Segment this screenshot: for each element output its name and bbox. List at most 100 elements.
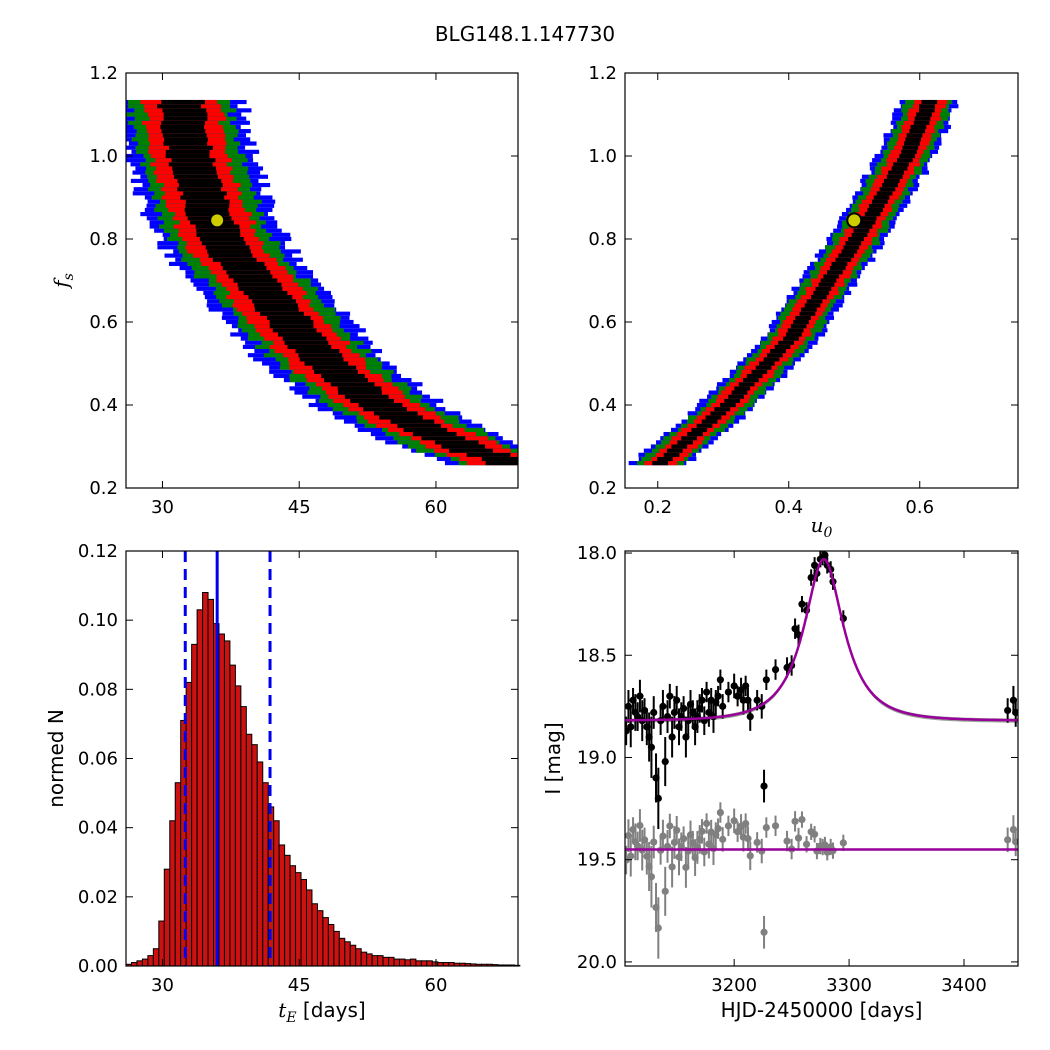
histogram-bar bbox=[360, 951, 368, 967]
observation-point bbox=[760, 782, 768, 790]
sigma1-region-cell bbox=[243, 290, 288, 296]
residual-point bbox=[794, 834, 803, 842]
sigma1-region-cell bbox=[882, 182, 898, 188]
sigma1-region-cell bbox=[701, 419, 718, 424]
sigma1-region-cell bbox=[180, 195, 225, 200]
y-tick-label: 1.0 bbox=[89, 146, 118, 167]
sigma1-region-cell bbox=[185, 203, 230, 208]
residual-point bbox=[663, 842, 672, 850]
histogram-bar bbox=[289, 865, 297, 967]
sigma1-region-cell bbox=[728, 394, 744, 399]
sigma1-region-cell bbox=[888, 170, 904, 175]
histogram-bar bbox=[409, 958, 417, 967]
sigma1-region-cell bbox=[321, 373, 365, 379]
sigma1-region-cell bbox=[160, 124, 205, 130]
residual-point bbox=[636, 821, 644, 830]
y-tick-label: 0.08 bbox=[78, 679, 118, 700]
sigma1-region-cell bbox=[208, 253, 253, 258]
sigma1-region-cell bbox=[248, 295, 293, 300]
observation-point bbox=[821, 551, 829, 559]
observation-point bbox=[716, 676, 724, 684]
sigma1-region-cell bbox=[891, 166, 908, 171]
fs-vs-te-panel: 30 45 60 0.2 0.4 0.6 0.8 1.0 1.2 fs bbox=[49, 63, 519, 518]
y-tick-label: 1.0 bbox=[588, 146, 617, 167]
residual-point bbox=[680, 835, 688, 843]
x-axis-label: u0 bbox=[811, 513, 833, 541]
sigma1-region-cell bbox=[337, 386, 382, 391]
sigma1-region-cell bbox=[177, 187, 222, 192]
histogram-bar bbox=[141, 958, 149, 967]
observation-point bbox=[724, 688, 733, 696]
histogram-bar bbox=[229, 664, 236, 967]
x-axis-label-base: u bbox=[811, 513, 824, 537]
sigma1-region-cell bbox=[853, 228, 870, 233]
observation-point bbox=[650, 708, 658, 717]
sigma1-region-cell bbox=[165, 149, 210, 154]
sigma1-region-cell bbox=[434, 440, 479, 445]
sigma1-region-cell bbox=[845, 241, 862, 246]
y-axis-label: fs bbox=[49, 273, 77, 290]
sigma1-region-cell bbox=[910, 124, 927, 130]
sigma1-region-cell bbox=[913, 120, 930, 125]
sigma1-region-cell bbox=[902, 145, 919, 150]
residual-point bbox=[714, 825, 722, 833]
residual-point bbox=[811, 830, 819, 838]
histogram-bar bbox=[311, 903, 318, 967]
sigma1-region-cell bbox=[269, 319, 314, 325]
residual-point bbox=[730, 817, 738, 825]
histogram-bar bbox=[169, 820, 176, 967]
histogram-bar bbox=[273, 820, 280, 967]
x-axis-label-sub: E bbox=[285, 1010, 296, 1026]
sigma1-region-cell bbox=[687, 431, 703, 437]
sigma1-region-cell bbox=[237, 282, 282, 287]
sigma1-region-cell bbox=[790, 324, 807, 329]
y-axis-label: I [mag] bbox=[541, 722, 565, 794]
observation-point bbox=[668, 733, 676, 741]
sigma1-region-cell bbox=[714, 407, 731, 412]
sigma1-region-cell bbox=[720, 402, 736, 408]
lightcurve-panel: 3200 3300 3400 18.0 18.5 19.0 19.5 20.0 I [mag] H… bbox=[541, 543, 1019, 1022]
histogram-bar bbox=[398, 958, 406, 967]
sigma1-region-cell bbox=[272, 328, 317, 333]
residual-point bbox=[698, 827, 706, 835]
y-tick-label: 20.0 bbox=[577, 952, 617, 973]
sigma1-region-cell bbox=[770, 348, 786, 354]
y-tick-label: 0.4 bbox=[89, 395, 118, 416]
sigma1-region-cell bbox=[481, 456, 518, 462]
observation-point bbox=[1012, 708, 1018, 717]
sigma1-region-cell bbox=[818, 282, 835, 287]
sigma1-region-cell bbox=[671, 444, 688, 449]
sigma1-region-cell bbox=[403, 427, 448, 432]
residual-point bbox=[647, 873, 656, 881]
histogram-bar bbox=[371, 955, 379, 967]
y-tick-label: 18.5 bbox=[577, 645, 617, 666]
sigma1-region-cell bbox=[238, 286, 283, 291]
histogram-bar bbox=[431, 961, 439, 967]
sigma1-region-cell bbox=[196, 228, 241, 233]
sigma1-region-cell bbox=[859, 220, 876, 225]
x-tick-label: 3300 bbox=[826, 975, 872, 996]
sigma1-region-cell bbox=[681, 436, 698, 441]
histogram-bar bbox=[316, 910, 324, 967]
sigma1-region-cell bbox=[184, 207, 229, 213]
histogram-bar bbox=[158, 920, 165, 967]
residual-point bbox=[659, 832, 667, 840]
residual-point bbox=[719, 835, 727, 843]
observation-point bbox=[654, 794, 662, 802]
sigma1-region-cell bbox=[751, 369, 768, 374]
sigma1-region-cell bbox=[330, 382, 375, 387]
observation-point bbox=[714, 692, 722, 700]
sigma1-region-cell bbox=[254, 303, 298, 308]
sigma1-region-cell bbox=[743, 378, 759, 383]
sigma1-region-cell bbox=[466, 452, 511, 457]
histogram-bar bbox=[202, 592, 209, 967]
sigma1-region-cell bbox=[163, 141, 208, 146]
histogram-bar bbox=[355, 948, 362, 967]
sigma1-region-cell bbox=[324, 378, 368, 383]
sigma1-region-cell bbox=[767, 353, 783, 358]
sigma1-region-cell bbox=[851, 232, 868, 237]
histogram-bar bbox=[207, 598, 215, 967]
sigma1-region-cell bbox=[774, 344, 791, 349]
sigma1-region-cell bbox=[843, 245, 860, 250]
residual-point bbox=[716, 808, 724, 817]
